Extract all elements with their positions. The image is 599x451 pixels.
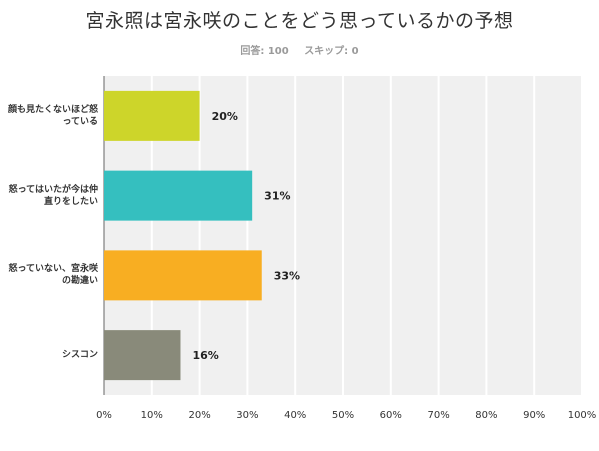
category-label: シスコン (61, 350, 98, 361)
x-tick-label: 30% (236, 410, 258, 421)
bar (104, 90, 200, 141)
category-label: 怒ってはいたが今は仲直りをしたい (8, 184, 98, 207)
x-tick-label: 0% (96, 410, 112, 421)
x-tick-label: 40% (284, 410, 306, 421)
x-tick-label: 100% (568, 410, 597, 421)
category-label: 顔も見たくないほど怒っている (7, 104, 98, 127)
bar (104, 250, 262, 301)
bar-value-label: 20% (212, 110, 238, 123)
answered-count: 回答: 100 (240, 46, 289, 57)
bar (104, 330, 181, 381)
x-tick-label: 60% (380, 410, 402, 421)
chart-title: 宮永照は宮永咲のことをどう思っているかの予想 (85, 10, 514, 32)
category-label: 怒っていない、宮永咲の勘違い (8, 264, 98, 287)
x-tick-label: 90% (523, 410, 545, 421)
bar-value-label: 16% (192, 349, 218, 362)
response-stats: 回答: 100 スキップ: 0 (0, 42, 599, 57)
bar (104, 170, 253, 221)
x-tick-label: 50% (332, 410, 354, 421)
x-tick-label: 80% (475, 410, 497, 421)
x-tick-label: 10% (141, 410, 163, 421)
bar-value-label: 33% (274, 269, 300, 282)
x-tick-label: 70% (427, 410, 449, 421)
skipped-count: スキップ: 0 (304, 46, 359, 57)
x-tick-label: 20% (188, 410, 210, 421)
bar-value-label: 31% (264, 190, 290, 203)
